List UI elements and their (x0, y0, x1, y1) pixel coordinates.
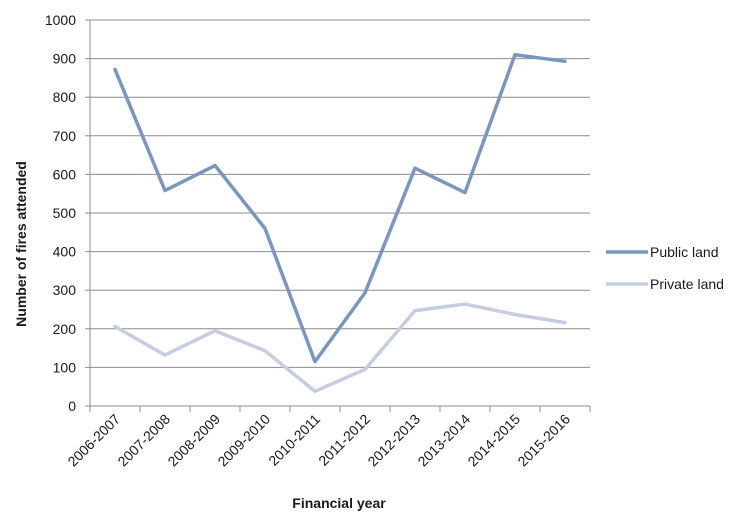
y-tick-label: 200 (53, 321, 77, 337)
x-tick-label: 2007-2008 (114, 411, 173, 470)
axes (85, 19, 591, 412)
data-point-private-land (563, 321, 567, 325)
x-tick-label: 2015-2016 (514, 411, 573, 470)
x-tick-labels: 2006-20072007-20082008-20092009-20102010… (64, 411, 573, 470)
data-point-private-land (413, 309, 417, 313)
y-axis-title: Number of fires attended (13, 161, 29, 327)
series-line-private-land (113, 302, 567, 394)
y-tick-label: 700 (53, 128, 77, 144)
data-point-private-land (463, 302, 467, 306)
data-point-public-land (163, 189, 167, 193)
y-tick-label: 600 (53, 166, 77, 182)
data-point-public-land (413, 166, 417, 170)
data-point-public-land (213, 164, 217, 168)
data-point-private-land (313, 389, 317, 393)
x-tick-label: 2014-2015 (464, 411, 523, 470)
data-point-private-land (213, 329, 217, 333)
x-tick-label: 2011-2012 (315, 411, 373, 469)
legend-label-public-land: Public land (650, 244, 719, 260)
series-line-public-land (113, 52, 567, 364)
y-tick-label: 900 (53, 51, 77, 67)
y-tick-label: 500 (53, 205, 77, 221)
y-tick-label: 1000 (45, 12, 76, 28)
data-point-private-land (113, 324, 117, 328)
data-point-public-land (463, 191, 467, 195)
y-tick-label: 300 (53, 282, 77, 298)
y-tick-label: 800 (53, 89, 77, 105)
data-point-public-land (263, 226, 267, 230)
x-tick-label: 2013-2014 (414, 411, 473, 470)
x-tick-label: 2006-2007 (64, 411, 123, 470)
x-tick-label: 2008-2009 (164, 411, 223, 470)
x-tick-label: 2012-2013 (364, 411, 423, 470)
data-point-private-land (363, 367, 367, 371)
x-axis-title: Financial year (292, 495, 386, 511)
data-point-private-land (163, 353, 167, 357)
y-tick-label: 0 (68, 398, 76, 414)
data-point-private-land (263, 349, 267, 353)
y-tick-labels: 0 100 200 300 400 500 600 700 800 900 1000 (45, 12, 76, 414)
x-tick-label: 2009-2010 (214, 411, 273, 470)
gridlines (90, 19, 590, 368)
series-lines (113, 52, 567, 394)
data-point-public-land (513, 53, 517, 57)
legend-label-private-land: Private land (650, 276, 724, 292)
data-point-public-land (313, 360, 317, 364)
x-tick-label: 2010-2011 (265, 411, 323, 469)
data-point-private-land (513, 313, 517, 317)
legend: Public land Private land (606, 244, 724, 292)
data-point-public-land (363, 291, 367, 295)
data-point-public-land (113, 67, 117, 71)
y-tick-label: 100 (53, 359, 77, 375)
y-tick-label: 400 (53, 244, 77, 260)
data-point-public-land (563, 59, 567, 63)
